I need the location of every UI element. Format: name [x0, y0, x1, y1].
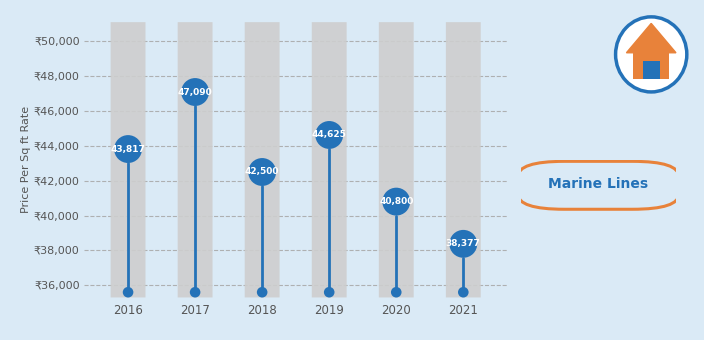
FancyBboxPatch shape — [245, 22, 279, 298]
FancyBboxPatch shape — [177, 22, 213, 298]
Ellipse shape — [249, 158, 276, 186]
Text: 47,090: 47,090 — [177, 87, 213, 97]
Ellipse shape — [257, 287, 268, 298]
Text: 38,377: 38,377 — [446, 239, 481, 248]
Text: 44,625: 44,625 — [312, 131, 346, 139]
FancyBboxPatch shape — [643, 61, 660, 79]
Ellipse shape — [324, 287, 334, 298]
Ellipse shape — [458, 287, 469, 298]
Ellipse shape — [122, 287, 133, 298]
Text: 42,500: 42,500 — [245, 168, 279, 176]
Ellipse shape — [382, 188, 410, 216]
FancyBboxPatch shape — [446, 22, 481, 298]
Ellipse shape — [315, 121, 343, 149]
Ellipse shape — [190, 287, 201, 298]
FancyBboxPatch shape — [518, 161, 679, 209]
Ellipse shape — [181, 78, 209, 106]
Text: Marine Lines: Marine Lines — [548, 177, 648, 191]
Ellipse shape — [449, 230, 477, 258]
Ellipse shape — [114, 135, 142, 163]
Text: 43,817: 43,817 — [111, 144, 146, 154]
Y-axis label: Price Per Sq ft Rate: Price Per Sq ft Rate — [21, 106, 31, 214]
Text: 40,800: 40,800 — [379, 197, 413, 206]
FancyBboxPatch shape — [312, 22, 346, 298]
Circle shape — [615, 17, 687, 92]
FancyBboxPatch shape — [111, 22, 146, 298]
Polygon shape — [627, 23, 676, 53]
Ellipse shape — [391, 287, 401, 298]
FancyBboxPatch shape — [379, 22, 414, 298]
FancyBboxPatch shape — [634, 50, 669, 79]
